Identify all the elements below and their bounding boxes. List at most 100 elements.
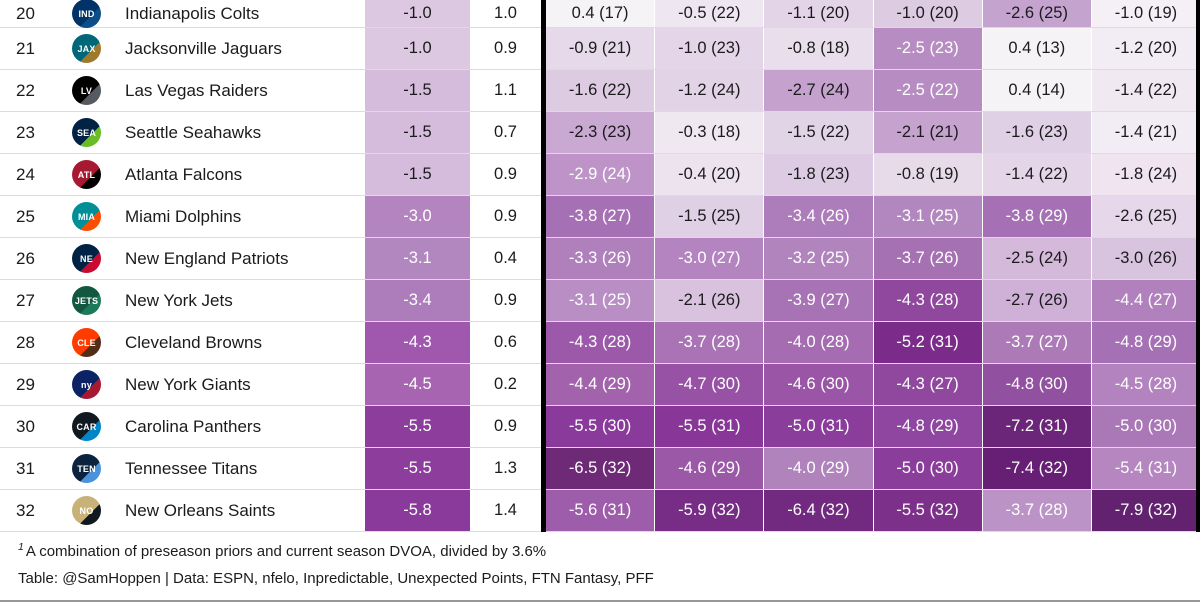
data-cell: -4.4 (29)	[546, 364, 656, 405]
data-cell: -2.6 (25)	[982, 0, 1092, 27]
data-cell: -3.7 (28)	[982, 490, 1092, 531]
data-cell: -0.8 (19)	[873, 154, 983, 195]
table-row: 25 MIA Miami Dolphins -3.0 0.9 -3.8 (27)…	[0, 196, 1200, 238]
team-name: New England Patriots	[125, 248, 289, 268]
data-cell: -2.1 (26)	[655, 280, 765, 321]
team-logo-abbr: CLE	[77, 337, 96, 348]
data-cell: -3.1 (25)	[546, 280, 656, 321]
team-logo-icon: CAR	[72, 412, 101, 441]
team-logo-abbr: TEN	[77, 463, 96, 474]
data-cell: 0.4 (14)	[982, 70, 1092, 111]
data-cell: -1.2 (24)	[655, 70, 765, 111]
team-name: Las Vegas Raiders	[125, 80, 268, 100]
data-cell: -1.1 (20)	[764, 0, 874, 27]
data-cell: -4.6 (29)	[655, 448, 765, 489]
data-cell: -5.4 (31)	[1091, 448, 1200, 489]
variance-cell: 1.1	[494, 81, 517, 99]
data-cell: -3.0 (27)	[655, 238, 765, 279]
data-cell: -4.8 (29)	[873, 406, 983, 447]
table-row: 29 ny New York Giants -4.5 0.2 -4.4 (29)…	[0, 364, 1200, 406]
data-cell: -7.4 (32)	[982, 448, 1092, 489]
data-cell: -2.1 (21)	[873, 112, 983, 153]
team-logo-cell: ATL	[55, 154, 118, 195]
data-cell: -4.8 (29)	[1091, 322, 1200, 363]
table-row: 22 LV Las Vegas Raiders -1.5 1.1 -1.6 (2…	[0, 70, 1200, 112]
rank-value: 21	[16, 38, 35, 58]
data-cell: -1.0 (19)	[1091, 0, 1200, 27]
team-logo-cell: SEA	[55, 112, 118, 153]
total-dvoa-cell: -3.0	[365, 196, 470, 237]
rank-cell: 24	[0, 154, 55, 195]
data-cell: -1.4 (21)	[1091, 112, 1200, 153]
table-row: 20 IND Indianapolis Colts -1.0 1.0 0.4 (…	[0, 0, 1200, 28]
total-dvoa-cell: -1.0	[365, 0, 470, 27]
rank-cell: 25	[0, 196, 55, 237]
variance-cell: 0.4	[494, 249, 517, 267]
data-cell: -3.7 (28)	[655, 322, 765, 363]
rank-cell: 22	[0, 70, 55, 111]
data-cell: -2.5 (23)	[873, 28, 983, 69]
team-logo-icon: JAX	[72, 34, 101, 63]
team-logo-cell: TEN	[55, 448, 118, 489]
data-cell: -3.2 (25)	[764, 238, 874, 279]
table-row: 23 SEA Seattle Seahawks -1.5 0.7 -2.3 (2…	[0, 112, 1200, 154]
data-cell: -4.5 (28)	[1091, 364, 1200, 405]
data-cell: -3.8 (27)	[546, 196, 656, 237]
data-cell: -5.2 (31)	[873, 322, 983, 363]
credit-line: Table: @SamHoppen | Data: ESPN, nfelo, I…	[18, 570, 654, 587]
data-cell: -4.0 (28)	[764, 322, 874, 363]
team-name: New Orleans Saints	[125, 500, 276, 520]
team-name: Cleveland Browns	[125, 332, 263, 352]
team-name: Tennessee Titans	[125, 458, 258, 478]
team-logo-abbr: IND	[78, 8, 95, 19]
team-logo-abbr: LV	[80, 85, 93, 96]
table-right-border	[1196, 0, 1200, 532]
data-cell: -4.4 (27)	[1091, 280, 1200, 321]
team-logo-cell: JAX	[55, 28, 118, 69]
team-logo-cell: ny	[55, 364, 118, 405]
data-cell: -0.5 (22)	[655, 0, 765, 27]
data-cell: -5.0 (31)	[764, 406, 874, 447]
total-dvoa-cell: -5.8	[365, 490, 470, 531]
data-cell: -5.0 (30)	[1091, 406, 1200, 447]
data-cell: -3.1 (25)	[873, 196, 983, 237]
team-logo-abbr: SEA	[76, 127, 97, 138]
table-row: 31 TEN Tennessee Titans -5.5 1.3 -6.5 (3…	[0, 448, 1200, 490]
rank-value: 23	[16, 122, 35, 142]
variance-cell: 0.6	[494, 333, 517, 351]
data-cell: -3.8 (29)	[982, 196, 1092, 237]
team-logo-cell: CLE	[55, 322, 118, 363]
table-row: 21 JAX Jacksonville Jaguars -1.0 0.9 -0.…	[0, 28, 1200, 70]
total-dvoa-cell: -1.5	[365, 112, 470, 153]
total-dvoa-cell: -3.4	[365, 280, 470, 321]
data-cell: -1.8 (24)	[1091, 154, 1200, 195]
team-logo-icon: TEN	[72, 454, 101, 483]
team-logo-icon: ny	[72, 370, 101, 399]
data-cell: -6.4 (32)	[764, 490, 874, 531]
team-logo-icon: SEA	[72, 118, 101, 147]
data-cell: -0.9 (21)	[546, 28, 656, 69]
rank-cell: 23	[0, 112, 55, 153]
team-logo-cell: JETS	[55, 280, 118, 321]
rank-value: 20	[16, 3, 35, 23]
team-logo-icon: IND	[72, 0, 101, 28]
team-logo-icon: JETS	[72, 286, 101, 315]
data-cell: -4.3 (27)	[873, 364, 983, 405]
rank-cell: 30	[0, 406, 55, 447]
footnote-text: A combination of preseason priors and cu…	[25, 543, 547, 560]
data-cell: -0.4 (20)	[655, 154, 765, 195]
team-logo-abbr: JETS	[74, 295, 99, 306]
total-dvoa-cell: -5.5	[365, 448, 470, 489]
data-cell: -1.6 (22)	[546, 70, 656, 111]
team-logo-cell: LV	[55, 70, 118, 111]
team-logo-icon: NO	[72, 496, 101, 525]
data-cell: -3.9 (27)	[764, 280, 874, 321]
data-cell: -3.3 (26)	[546, 238, 656, 279]
rank-cell: 28	[0, 322, 55, 363]
data-cell: -6.5 (32)	[546, 448, 656, 489]
data-cell: -3.7 (27)	[982, 322, 1092, 363]
data-cell: -1.6 (23)	[982, 112, 1092, 153]
data-cell: -4.6 (30)	[764, 364, 874, 405]
rank-cell: 29	[0, 364, 55, 405]
